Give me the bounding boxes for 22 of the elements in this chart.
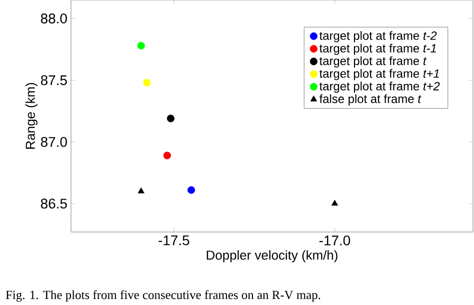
legend-label: false plot at frame t xyxy=(319,94,422,106)
point xyxy=(138,187,144,194)
y-tick-label: 88.0 xyxy=(40,14,67,24)
legend-label: target plot at frame t xyxy=(319,56,427,68)
legend-label: target plot at frame t-2 xyxy=(319,31,437,42)
legend-label: target plot at frame t+1 xyxy=(319,69,439,80)
point xyxy=(166,114,174,122)
caption: Fig. 1. The plots from five consecutive frames on an R-V map. xyxy=(6,290,320,302)
y-tick-label: 86.5 xyxy=(40,198,67,209)
point xyxy=(187,186,196,194)
legend-label: target plot at frame t-1 xyxy=(319,44,436,55)
x-tick-label: -17.5 xyxy=(158,236,190,246)
point xyxy=(163,152,171,160)
x-tick-label: -17.0 xyxy=(319,236,350,246)
legend-label: target plot at frame t+2 xyxy=(319,82,440,93)
x-axis-title: Doppler velocity (km/h) xyxy=(206,250,338,262)
y-tick-label: 87.0 xyxy=(40,136,67,147)
point xyxy=(137,42,145,50)
y-tick-label: 87.5 xyxy=(40,75,67,86)
point xyxy=(331,200,338,206)
y-axis-title: Range (km) xyxy=(25,82,38,149)
point xyxy=(143,78,151,86)
